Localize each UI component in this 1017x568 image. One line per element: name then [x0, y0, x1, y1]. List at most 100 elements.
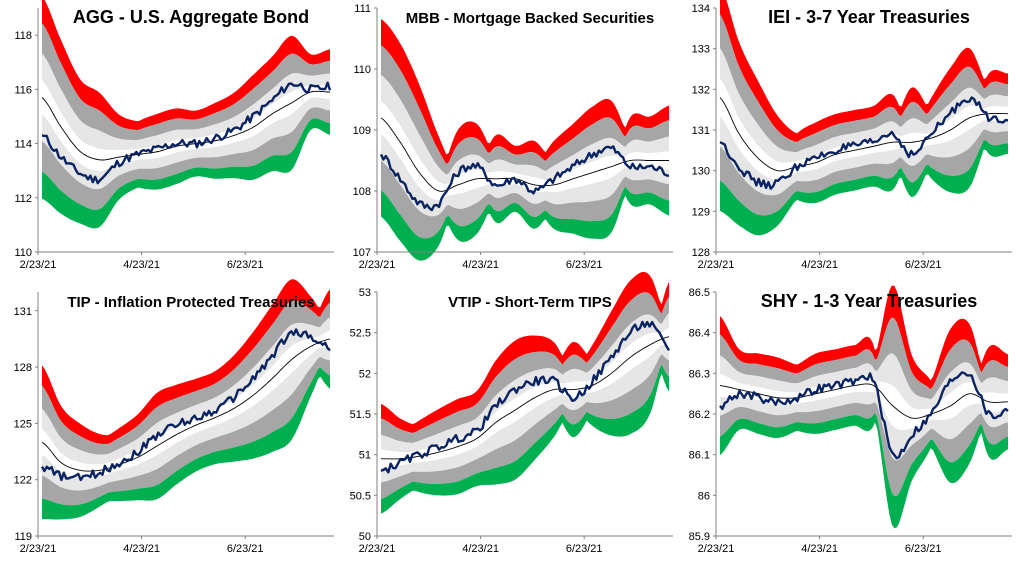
red-band — [720, 0, 1008, 142]
red-band — [42, 279, 330, 445]
x-tick-label: 2/23/21 — [20, 259, 57, 271]
mean-line — [719, 97, 1008, 172]
x-tick-label: 4/23/21 — [801, 543, 838, 555]
chart-svg: 128 129 130 131 132 133 134 2/23/21 4/23/21 6/23/… — [692, 0, 1012, 271]
price-line — [380, 320, 671, 474]
x-tick-label: 6/23/21 — [905, 259, 942, 271]
lower-light-band — [381, 344, 669, 483]
y-tick-label: 116 — [14, 84, 32, 96]
x-tick-label: 4/23/21 — [801, 259, 838, 271]
chart-title: AGG - U.S. Aggregate Bond — [73, 7, 309, 27]
chart-title: VTIP - Short-Term TIPS — [448, 294, 612, 311]
red-band — [42, 0, 330, 130]
lower-gray-band — [720, 402, 1008, 496]
x-tick-label: 6/23/21 — [566, 543, 603, 555]
y-tick-label: 112 — [14, 193, 32, 205]
axes — [713, 7, 1012, 255]
upper-gray-band — [720, 317, 1008, 400]
y-tick-label: 86.1 — [689, 450, 710, 462]
y-tick-label: 130 — [692, 166, 710, 178]
x-tick-label: 4/23/21 — [123, 543, 160, 555]
axes — [35, 292, 334, 539]
price-line — [379, 145, 670, 212]
chart-panel: 50 50.5 51 51.5 52 52.5 53 2/23/21 4/23/21 6/23/2… — [339, 272, 678, 568]
green-band — [720, 140, 1008, 236]
chart-svg: 107 108 109 110 111 2/23/21 4/23/21 6/23/21 MBB … — [353, 3, 673, 271]
x-tick-label: 2/23/21 — [698, 259, 735, 271]
bands — [720, 0, 1008, 236]
x-tick-label: 6/23/21 — [905, 543, 942, 555]
green-band — [42, 367, 330, 520]
y-tick-label: 128 — [692, 247, 710, 259]
upper-gray-band — [42, 23, 330, 141]
mean-line — [380, 336, 670, 460]
y-tick-label: 85.9 — [689, 531, 710, 543]
green-band — [720, 413, 1008, 529]
y-tick-label: 125 — [14, 418, 32, 430]
x-tick-label: 6/23/21 — [227, 543, 264, 555]
lower-light-band — [720, 116, 1008, 196]
y-tick-label: 86.2 — [689, 409, 710, 421]
chart-svg: 119 122 125 128 131 2/23/21 4/23/21 6/23/21 TIP … — [14, 279, 334, 555]
upper-gray-band — [720, 14, 1008, 153]
x-tick-label: 2/23/21 — [20, 543, 57, 555]
bands — [42, 279, 330, 520]
axes — [713, 291, 1012, 539]
y-tick-label: 110 — [353, 64, 371, 76]
chart-svg: 85.9 86 86.1 86.2 86.3 86.4 86.5 2/23/21 4/23/21… — [689, 285, 1012, 555]
mean-line — [719, 383, 1009, 419]
y-tick-label: 86.3 — [689, 368, 710, 380]
bands — [720, 285, 1008, 529]
x-tick-label: 2/23/21 — [698, 543, 735, 555]
y-tick-label: 131 — [14, 306, 32, 318]
y-tick-label: 132 — [692, 84, 710, 96]
center-band — [381, 327, 669, 468]
y-tick-label: 118 — [14, 30, 32, 42]
chart-title: IEI - 3-7 Year Treasuries — [768, 7, 970, 27]
red-band — [720, 285, 1008, 390]
x-tick-label: 6/23/21 — [227, 259, 264, 271]
chart-title: SHY - 1-3 Year Treasuries — [761, 291, 977, 311]
y-tick-label: 53 — [359, 287, 371, 299]
y-tick-label: 86.5 — [689, 287, 710, 299]
center-band — [381, 101, 669, 201]
y-tick-label: 133 — [692, 44, 710, 56]
lower-gray-band — [381, 160, 669, 239]
y-tick-label: 129 — [692, 206, 710, 218]
y-tick-label: 111 — [354, 3, 371, 15]
y-tick-label: 50.5 — [350, 490, 371, 502]
center-band — [720, 78, 1008, 180]
green-band — [42, 118, 330, 229]
lower-light-band — [720, 391, 1008, 461]
x-tick-label: 2/23/21 — [359, 259, 396, 271]
y-tick-label: 119 — [14, 531, 32, 543]
axes — [374, 291, 673, 539]
y-tick-label: 131 — [692, 125, 710, 137]
chart-panel: 128 129 130 131 132 133 134 2/23/21 4/23/21 6/23/… — [678, 0, 1017, 284]
lower-gray-band — [720, 129, 1008, 216]
y-tick-label: 50 — [359, 531, 371, 543]
bands — [42, 0, 330, 229]
x-tick-label: 4/23/21 — [462, 543, 499, 555]
y-tick-label: 122 — [14, 475, 32, 487]
lower-gray-band — [42, 356, 330, 506]
chart-svg: 110 112 114 116 118 2/23/21 4/23/21 6/23/21 AGG … — [14, 0, 334, 271]
chart-title: TIP - Inflation Protected Treasuries — [67, 294, 314, 311]
axes — [374, 7, 673, 255]
y-tick-label: 52.5 — [350, 328, 371, 340]
y-tick-label: 114 — [14, 139, 32, 151]
upper-light-band — [42, 317, 330, 465]
bands — [381, 18, 669, 261]
price-line — [719, 96, 1009, 190]
y-tick-label: 107 — [353, 247, 371, 259]
upper-gray-band — [42, 300, 330, 455]
chart-panel: 110 112 114 116 118 2/23/21 4/23/21 6/23/21 AGG … — [0, 0, 339, 284]
y-tick-label: 109 — [353, 125, 371, 137]
x-tick-label: 2/23/21 — [359, 543, 396, 555]
price-line — [40, 328, 331, 482]
chart-title: MBB - Mortgage Backed Securities — [406, 10, 654, 27]
x-tick-label: 6/23/21 — [566, 259, 603, 271]
lower-light-band — [381, 134, 669, 217]
mean-line — [41, 338, 331, 472]
